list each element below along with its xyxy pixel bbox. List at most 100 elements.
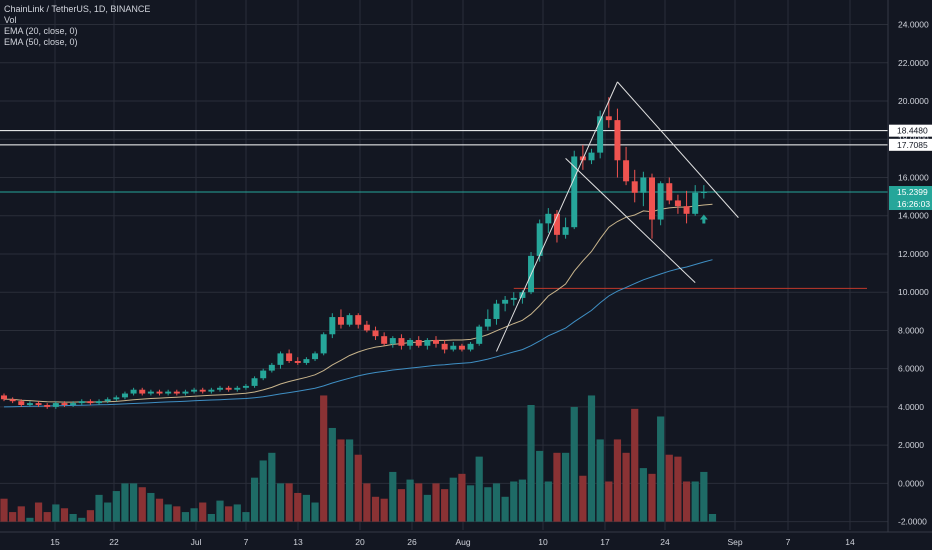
candle-body <box>173 391 180 394</box>
candle-body <box>52 403 59 407</box>
volume-bar <box>9 512 17 522</box>
date-tick-label: Aug <box>455 537 470 547</box>
ema20-line <box>4 203 713 403</box>
candle-body <box>320 334 327 354</box>
arrow-up-icon <box>699 214 708 224</box>
price-tick-label: 16.0000 <box>898 172 929 182</box>
price-tick-label: 10.0000 <box>898 287 929 297</box>
candle-body <box>277 353 284 365</box>
volume-bar <box>371 496 380 522</box>
trendline[interactable] <box>617 81 739 218</box>
candle-body <box>96 401 103 404</box>
volume-bar <box>449 477 457 522</box>
candle-body <box>1 395 7 400</box>
volume-bar <box>605 481 613 522</box>
volume-bar <box>328 427 336 522</box>
candle-body <box>156 391 163 394</box>
volume-bar <box>259 460 267 522</box>
candle-body <box>61 403 68 406</box>
vol-label[interactable]: Vol <box>4 15 17 25</box>
volume-bar <box>415 483 423 522</box>
volume-bar <box>0 498 8 522</box>
candle-body <box>640 177 647 193</box>
volume-bar <box>613 439 622 522</box>
candle-body <box>450 345 457 350</box>
candle-body <box>191 389 198 392</box>
volume-bar <box>691 481 699 522</box>
candle-body <box>623 160 630 182</box>
symbol-title[interactable]: ChainLink / TetherUS, 1D, BINANCE <box>4 4 151 14</box>
time-axis[interactable]: 15 22 Jul 7 13 20 26 Aug 10 17 24 Sep 7 14 <box>0 531 932 550</box>
volume-bar <box>682 481 691 522</box>
volume-bar <box>510 481 518 522</box>
date-tick-label: 10 <box>538 537 548 547</box>
price-tick-label: 22.0000 <box>898 58 929 68</box>
volume-bar <box>164 504 172 522</box>
level-price-label: 17.7085 <box>897 140 928 150</box>
price-tick-label: 4.0000 <box>898 402 924 412</box>
volume-bar <box>622 452 630 522</box>
level-price-tag <box>889 124 932 137</box>
volume-bar <box>34 502 43 522</box>
volume-bar <box>276 483 285 522</box>
time-axis-bg <box>0 532 932 550</box>
price-tick-label: 14.0000 <box>898 211 929 221</box>
volume-bar <box>423 494 431 522</box>
volume-bar <box>242 512 250 522</box>
volume-bar <box>294 492 302 522</box>
candle-body <box>389 338 396 344</box>
candle-body <box>476 326 483 344</box>
candle-body <box>571 156 578 228</box>
candle-body <box>493 303 500 319</box>
candle-body <box>44 405 51 407</box>
candle-body <box>562 227 569 235</box>
candle-body <box>355 315 362 325</box>
volume-bar <box>587 395 596 522</box>
trendline[interactable] <box>496 81 618 352</box>
date-tick-label: Jul <box>191 537 202 547</box>
chart-grid <box>0 0 888 530</box>
ema50-label[interactable]: EMA (50, close, 0) <box>4 37 78 47</box>
volume-bar <box>441 489 449 522</box>
date-tick-label: 14 <box>845 537 855 547</box>
volume-bar <box>95 494 103 522</box>
current-price-label: 15.2399 <box>897 187 928 197</box>
candle-body <box>700 192 707 194</box>
candle-body <box>415 340 422 346</box>
volume-bar <box>138 487 146 522</box>
volume-bar <box>700 471 708 522</box>
volume-bar <box>458 473 466 522</box>
volume-bar <box>527 405 535 522</box>
date-tick-label: 22 <box>109 537 119 547</box>
volume-bar <box>69 513 77 522</box>
date-tick-label: 7 <box>786 537 791 547</box>
candle-body <box>268 364 275 371</box>
candle-body <box>519 292 526 298</box>
price-axis[interactable]: 24.000022.000020.000018.000016.000014.00… <box>887 0 932 550</box>
volume-bar <box>173 506 181 522</box>
volume-bar <box>26 517 34 522</box>
volume-bar <box>147 492 155 522</box>
price-tick-label: -2.0000 <box>898 517 927 527</box>
volume-bar <box>199 502 207 522</box>
level-price-tag <box>889 138 932 151</box>
price-tick-label: 2.0000 <box>898 440 924 450</box>
candle-body <box>9 399 16 402</box>
volume-bar <box>302 494 310 522</box>
volume-bar <box>320 395 328 522</box>
volume-bar <box>570 406 578 522</box>
trendline[interactable] <box>565 157 696 284</box>
candle-body <box>363 324 370 331</box>
candle-body <box>260 370 267 379</box>
volume-bar <box>631 408 639 522</box>
date-tick-label: 17 <box>600 537 610 547</box>
candle-body <box>165 391 172 394</box>
candle-body <box>614 120 621 161</box>
ema20-label[interactable]: EMA (20, close, 0) <box>4 26 78 36</box>
volume-bar <box>285 483 293 522</box>
volume-bar <box>346 439 354 522</box>
volume-bar <box>43 512 51 522</box>
candle-body <box>424 340 431 346</box>
volume-bar <box>337 439 345 522</box>
